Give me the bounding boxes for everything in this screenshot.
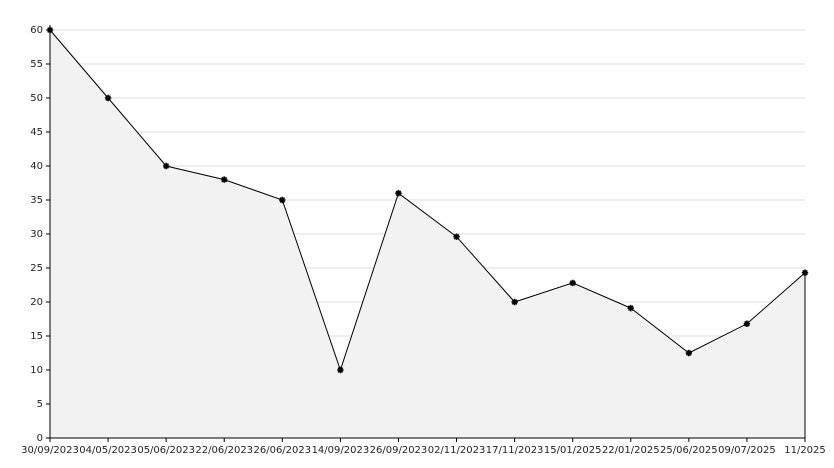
x-tick-label: 02/11/2023 — [428, 445, 486, 456]
marker — [279, 196, 286, 204]
y-tick-label: 5 — [37, 399, 43, 410]
x-tick-label: 30/09/2023 — [21, 445, 79, 456]
x-tick-label: 22/01/2025 — [602, 445, 660, 456]
x-tick-label: 04/05/2023 — [79, 445, 137, 456]
marker — [511, 298, 518, 306]
y-tick-label: 55 — [30, 59, 43, 70]
y-tick-label: 50 — [30, 93, 43, 104]
marker — [743, 320, 751, 327]
x-tick-label: 09/07/2025 — [718, 445, 776, 456]
y-tick-label: 25 — [30, 263, 43, 274]
marker — [569, 279, 576, 287]
marker — [104, 94, 112, 102]
x-tick-label: 15/01/2025 — [544, 445, 602, 456]
y-tick-label: 0 — [37, 433, 43, 444]
x-tick-label: 11/2025 — [784, 445, 826, 456]
x-tick-label: 26/06/2023 — [253, 445, 311, 456]
x-tick-label: 17/11/2023 — [486, 445, 544, 456]
x-tick-label: 25/06/2025 — [660, 445, 718, 456]
marker — [162, 162, 170, 170]
y-tick-label: 20 — [30, 297, 43, 308]
y-tick-label: 45 — [30, 127, 43, 138]
y-tick-label: 10 — [30, 365, 43, 376]
line — [49, 29, 806, 372]
x-tick-label: 05/06/2023 — [137, 445, 195, 456]
y-tick-label: 30 — [30, 229, 43, 240]
y-tick-label: 40 — [30, 161, 43, 172]
marker — [395, 190, 402, 197]
marker — [685, 349, 693, 357]
marker — [221, 176, 228, 183]
marker — [453, 233, 460, 240]
y-tick-label: 35 — [30, 195, 43, 206]
area — [50, 30, 805, 438]
x-tick-label: 22/06/2023 — [195, 445, 253, 456]
y-tick-label: 60 — [30, 25, 43, 36]
x-tick-label: 14/09/2023 — [312, 445, 370, 456]
marker — [627, 304, 634, 312]
x-tick-label: 26/09/2023 — [370, 445, 428, 456]
y-tick-label: 15 — [30, 331, 43, 342]
marker — [337, 366, 344, 374]
